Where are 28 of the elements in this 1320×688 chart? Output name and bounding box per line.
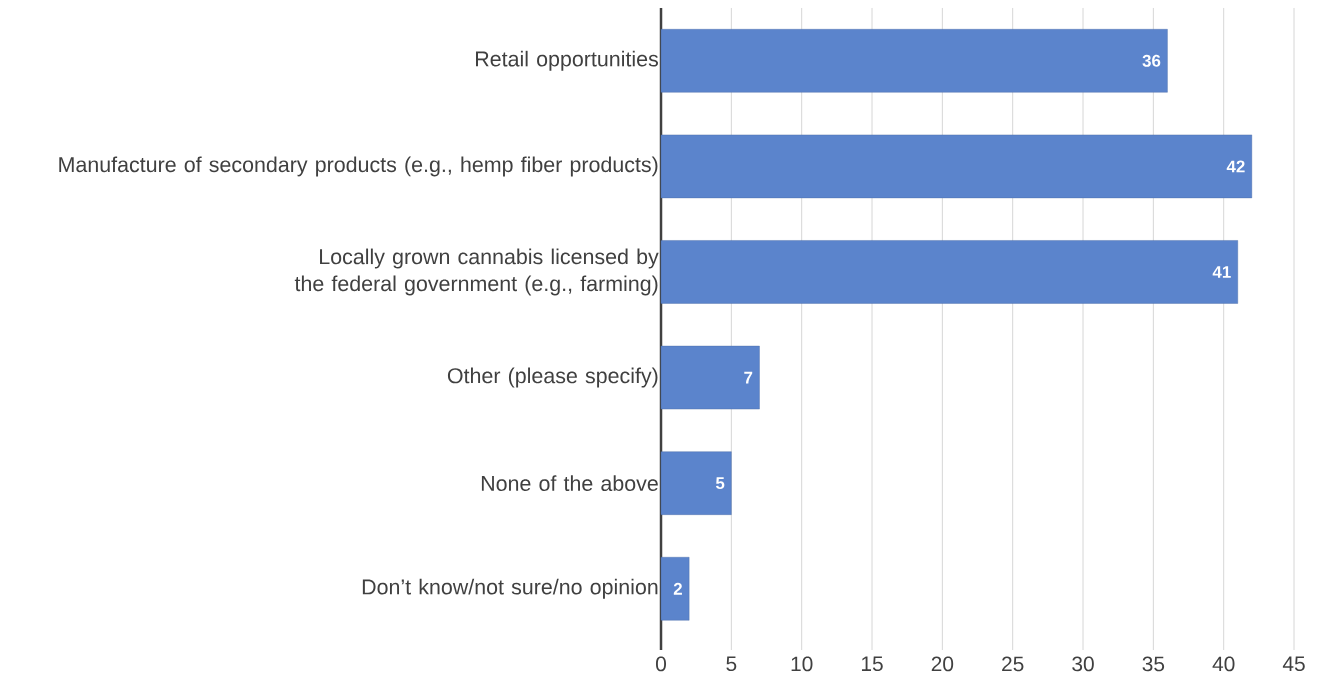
x-tick-label: 20 <box>931 656 954 672</box>
y-tick-label: None of the above <box>481 475 658 492</box>
y-tick-label: Retail opportunities <box>476 50 658 71</box>
data-label: 42 <box>1226 160 1245 173</box>
bar <box>660 240 1238 304</box>
x-tick-label: 30 <box>1072 656 1094 672</box>
x-tick-label: 15 <box>861 656 883 672</box>
y-tick-label: Locally grown cannabis licensed by the federal government (e.g., farming) <box>294 248 659 296</box>
data-label: 5 <box>715 477 725 490</box>
data-label: 2 <box>673 582 682 595</box>
bar <box>660 134 1253 199</box>
x-tick-label: 45 <box>1282 656 1305 672</box>
x-tick-label: 5 <box>726 656 737 672</box>
x-tick-label: 10 <box>791 656 813 672</box>
bar <box>660 557 690 621</box>
x-tick-label: 25 <box>1002 656 1024 672</box>
bar <box>660 451 732 515</box>
data-label: 7 <box>744 371 753 384</box>
bar <box>660 345 760 410</box>
x-tick-label: 40 <box>1212 656 1235 672</box>
y-tick-label: Don’t know/not sure/no opinion <box>362 578 658 599</box>
y-tick-label: Manufacture of secondary products (e.g., hemp fiber products) <box>59 156 658 177</box>
x-tick-label: 35 <box>1142 656 1165 672</box>
x-tick-label: 0 <box>656 656 666 672</box>
y-tick-label: Other (please specify) <box>447 367 658 388</box>
bar <box>660 29 1168 93</box>
data-label: 41 <box>1212 266 1231 278</box>
data-label: 36 <box>1142 54 1161 67</box>
